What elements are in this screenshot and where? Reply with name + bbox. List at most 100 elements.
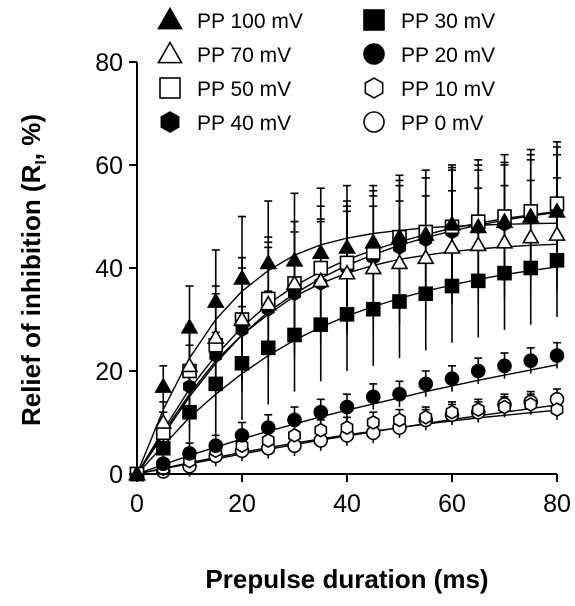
data-point-pp-70-mv (443, 238, 461, 254)
data-point-pp-20-mv (313, 404, 329, 420)
legend-label-pp-10-mv: PP 10 mV (401, 78, 495, 101)
data-point-pp-100-mv (154, 377, 173, 393)
data-point-pp-70-mv (495, 233, 514, 249)
data-point-pp-70-mv (154, 413, 173, 429)
data-point-pp-70-mv (390, 253, 409, 270)
data-point-pp-20-mv (260, 420, 276, 435)
data-point-pp-10-mv (393, 412, 406, 428)
data-point-pp-30-mv (287, 327, 302, 343)
data-point-pp-100-mv (206, 292, 225, 308)
data-point-pp-30-mv (313, 317, 329, 332)
data-point-pp-70-mv (548, 225, 566, 241)
x-tick-label: 0 (130, 490, 144, 518)
data-point-pp-10-mv (419, 409, 433, 425)
data-point-pp-100-mv (338, 238, 356, 254)
plot-area (128, 141, 566, 482)
y-tick-label: 0 (109, 461, 123, 489)
data-point-pp-20-mv (365, 389, 381, 405)
data-point-pp-70-mv (416, 248, 435, 265)
legend-label-pp-40-mv: PP 40 mV (197, 112, 291, 135)
data-point-pp-20-mv (287, 412, 302, 428)
data-point-pp-20-mv (392, 386, 407, 402)
data-point-pp-100-mv (311, 243, 330, 259)
data-point-pp-10-mv (471, 402, 485, 418)
data-point-pp-30-mv (523, 260, 539, 276)
data-point-pp-100-mv (233, 269, 251, 285)
data-point-pp-70-mv (338, 264, 356, 280)
data-point-pp-10-mv (366, 415, 380, 430)
data-point-pp-40-mv (183, 379, 196, 394)
fit-curve-pp-100-mv (136, 222, 558, 475)
data-point-pp-30-mv (470, 273, 486, 289)
data-point-pp-70-mv (285, 274, 304, 290)
x-tick-label: 80 (543, 490, 571, 518)
data-point-pp-100-mv (521, 207, 540, 223)
data-point-pp-20-mv (182, 446, 197, 461)
error-bars (159, 141, 561, 477)
data-point-pp-10-mv (340, 420, 354, 436)
data-point-pp-10-mv (288, 427, 301, 443)
data-point-pp-100-mv (548, 202, 566, 218)
data-point-pp-30-mv (155, 440, 171, 456)
y-axis-title-subscript: I (33, 160, 50, 164)
data-point-pp-30-mv (339, 307, 355, 322)
data-point-pp-10-mv (524, 397, 538, 412)
data-point-pp-70-mv (311, 271, 330, 288)
data-point-pp-100-mv (495, 212, 514, 229)
data-point-pp-30-mv (549, 252, 565, 268)
x-tick-label: 60 (438, 490, 466, 518)
data-point-pp-20-mv (155, 456, 171, 472)
data-point-pp-10-mv (550, 402, 564, 418)
data-point-pp-20-mv (339, 399, 355, 415)
legend-label-pp-20-mv: PP 20 mV (401, 44, 495, 67)
data-point-pp-30-mv (365, 301, 381, 317)
legend-marker-pp-0-mv (363, 111, 385, 133)
data-point-pp-20-mv (208, 438, 224, 453)
data-point-pp-30-mv (260, 340, 276, 356)
data-point-pp-100-mv (416, 225, 435, 241)
x-tick-label: 20 (228, 490, 256, 518)
data-point-pp-10-mv (235, 438, 249, 454)
legend-label-pp-70-mv: PP 70 mV (197, 44, 291, 67)
legend-marker-pp-10-mv (364, 77, 384, 99)
data-point-pp-10-mv (445, 404, 459, 420)
data-point-pp-100-mv (285, 251, 304, 267)
legend: PP 100 mV PP 70 mV PP 50 mV PP 40 mV PP 30 m… (157, 6, 495, 135)
data-point-pp-30-mv (392, 294, 407, 309)
data-point-pp-30-mv (208, 376, 224, 392)
data-point-pp-30-mv (497, 265, 512, 281)
data-point-pp-100-mv (364, 233, 383, 249)
data-point-pp-70-mv (180, 356, 199, 373)
x-axis-title: Prepulse duration (ms) (205, 564, 488, 594)
data-point-pp-20-mv (444, 371, 460, 387)
data-point-pp-20-mv (470, 363, 486, 379)
legend-label-pp-0-mv: PP 0 mV (401, 112, 483, 135)
legend-marker-pp-40-mv (160, 111, 180, 133)
data-point-pp-30-mv (418, 286, 434, 302)
y-tick-label: 60 (95, 152, 123, 180)
data-point-pp-10-mv (261, 433, 275, 448)
data-point-pp-20-mv (418, 376, 434, 392)
data-point-pp-20-mv (549, 348, 565, 363)
y-tick-label: 80 (95, 49, 123, 77)
legend-marker-pp-70-mv (157, 40, 183, 64)
legend-label-pp-30-mv: PP 30 mV (401, 10, 495, 33)
legend-marker-pp-20-mv (363, 43, 385, 65)
data-point-pp-100-mv (443, 215, 461, 231)
data-point-pp-70-mv (469, 235, 488, 252)
legend-marker-pp-50-mv (159, 77, 181, 99)
data-point-pp-20-mv (497, 358, 512, 374)
data-point-pp-10-mv (498, 399, 511, 415)
data-point-pp-70-mv (233, 310, 251, 326)
data-point-pp-100-mv (259, 253, 278, 270)
data-point-pp-70-mv (364, 258, 383, 275)
data-point-pp-10-mv (314, 422, 328, 438)
legend-marker-pp-30-mv (363, 9, 385, 31)
data-point-pp-100-mv (390, 228, 409, 244)
y-axis-title: Relief of inhibition (RI, %) (16, 114, 50, 426)
data-point-pp-100-mv (180, 318, 199, 334)
data-point-pp-20-mv (234, 428, 250, 443)
data-point-pp-30-mv (444, 278, 460, 294)
y-tick-label: 20 (95, 358, 123, 386)
